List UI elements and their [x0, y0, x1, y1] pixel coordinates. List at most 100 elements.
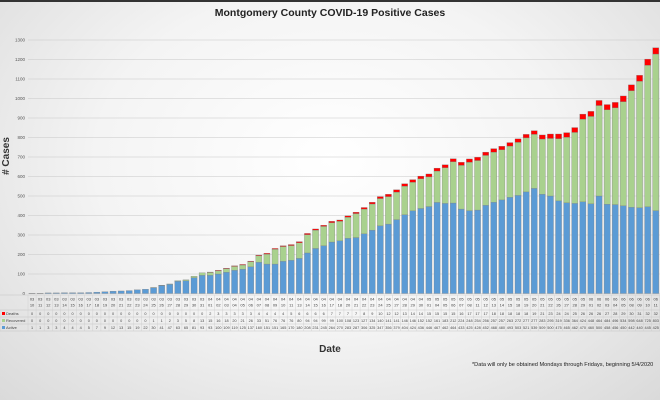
table-cell: 0 [39, 319, 41, 323]
x-tick-label: 23 [135, 303, 140, 308]
table-cell: 500 [547, 326, 553, 330]
table-cell: 17 [484, 312, 488, 316]
x-tick-label: 15 [508, 303, 513, 308]
bar-recovered [377, 198, 384, 226]
bar-recovered [174, 280, 182, 282]
bar-recovered [320, 226, 327, 246]
table-cell: 424 [580, 319, 586, 323]
legend-label: Active [6, 325, 18, 330]
x-tick-label: 04 [249, 297, 254, 302]
table-cell: 0 [128, 319, 130, 323]
bar-active [158, 285, 165, 294]
table-cell: 5 [290, 312, 292, 316]
x-tick-label: 22 [548, 303, 553, 308]
x-tick-label: 27 [168, 303, 173, 308]
bar-active [198, 275, 206, 294]
x-tick-label: 26 [159, 303, 164, 308]
table-cell: 0 [112, 312, 114, 316]
bar-deaths [239, 264, 246, 266]
bar-active [514, 195, 522, 294]
table-cell: 224 [458, 319, 464, 323]
y-tick-label: 900 [17, 116, 25, 121]
table-cell: 80 [297, 319, 301, 323]
x-tick-label: 05 [451, 297, 456, 302]
bar-recovered [255, 255, 263, 263]
bar-deaths [531, 130, 538, 135]
x-tick-label: 18 [95, 303, 100, 308]
bar-active [425, 206, 433, 294]
table-cell: 146 [401, 319, 407, 323]
table-cell: 231 [312, 326, 318, 330]
table-cell: 404 [401, 326, 407, 330]
x-tick-label: 06 [645, 297, 650, 302]
bar-recovered [644, 65, 651, 207]
table-cell: 0 [47, 312, 49, 316]
x-tick-label: 08 [265, 303, 270, 308]
table-cell: 283 [539, 319, 545, 323]
bar-deaths [612, 102, 619, 109]
table-cell: 465 [563, 326, 569, 330]
x-tick-label: 06 [597, 297, 602, 302]
bar-active [304, 252, 311, 294]
x-tick-label: 04 [208, 297, 213, 302]
table-cell: 99 [322, 319, 326, 323]
table-cell: 0 [144, 312, 146, 316]
x-tick-label: 26 [556, 303, 561, 308]
table-cell: 248 [466, 319, 472, 323]
bar-deaths [458, 162, 465, 166]
table-cell: 3 [55, 326, 57, 330]
table-cell: 0 [31, 319, 33, 323]
x-tick-label: 27 [564, 303, 569, 308]
table-cell: 17 [467, 312, 471, 316]
table-cell: 9 [104, 326, 106, 330]
table-cell: 4 [274, 312, 276, 316]
bar-deaths [603, 104, 611, 110]
table-cell: 125 [239, 326, 245, 330]
bar-active [207, 275, 214, 294]
bar-recovered [207, 272, 214, 276]
bar-deaths [652, 47, 659, 55]
x-tick-label: 04 [362, 297, 367, 302]
x-tick-label: 13 [492, 303, 497, 308]
x-tick-label: 11 [654, 303, 659, 308]
table-cell: 484 [604, 319, 610, 323]
x-tick-label: 13 [54, 303, 59, 308]
x-tick-label: 04 [305, 297, 310, 302]
bar-active [190, 277, 198, 294]
bar-active [620, 205, 627, 294]
bar-active [401, 214, 408, 294]
table-cell: 16 [216, 319, 220, 323]
bar-recovered [474, 160, 481, 211]
table-cell: 19 [135, 326, 139, 330]
x-tick-label: 03 [159, 297, 164, 302]
table-cell: 0 [169, 312, 171, 316]
bar-active [377, 225, 384, 294]
table-cell: 160 [256, 326, 262, 330]
bar-active [247, 266, 254, 294]
table-cell: 161 [434, 319, 440, 323]
x-tick-label: 11 [38, 303, 43, 308]
table-cell: 0 [104, 312, 106, 316]
x-tick-label: 12 [483, 303, 488, 308]
table-cell: 3 [177, 319, 179, 323]
bar-deaths [304, 233, 311, 235]
table-cell: 436 [418, 326, 424, 330]
bar-deaths [247, 260, 254, 262]
bar-recovered [296, 242, 303, 259]
table-cell: 12 [386, 312, 390, 316]
footnote: *Data will only be obtained Mondays thro… [472, 362, 654, 368]
table-cell: 3 [225, 312, 227, 316]
table-cell: 141 [393, 319, 399, 323]
x-tick-label: 05 [475, 297, 480, 302]
bar-recovered [555, 138, 562, 202]
x-tick-label: 05 [435, 297, 440, 302]
table-cell: 18 [508, 312, 512, 316]
bar-deaths [231, 265, 238, 267]
table-cell: 1 [161, 319, 163, 323]
x-tick-label: 04 [289, 297, 294, 302]
table-cell: 2 [209, 312, 211, 316]
bar-recovered [563, 137, 570, 203]
table-cell: 6 [323, 312, 325, 316]
table-cell: 33 [257, 319, 261, 323]
table-cell: 180 [296, 326, 302, 330]
